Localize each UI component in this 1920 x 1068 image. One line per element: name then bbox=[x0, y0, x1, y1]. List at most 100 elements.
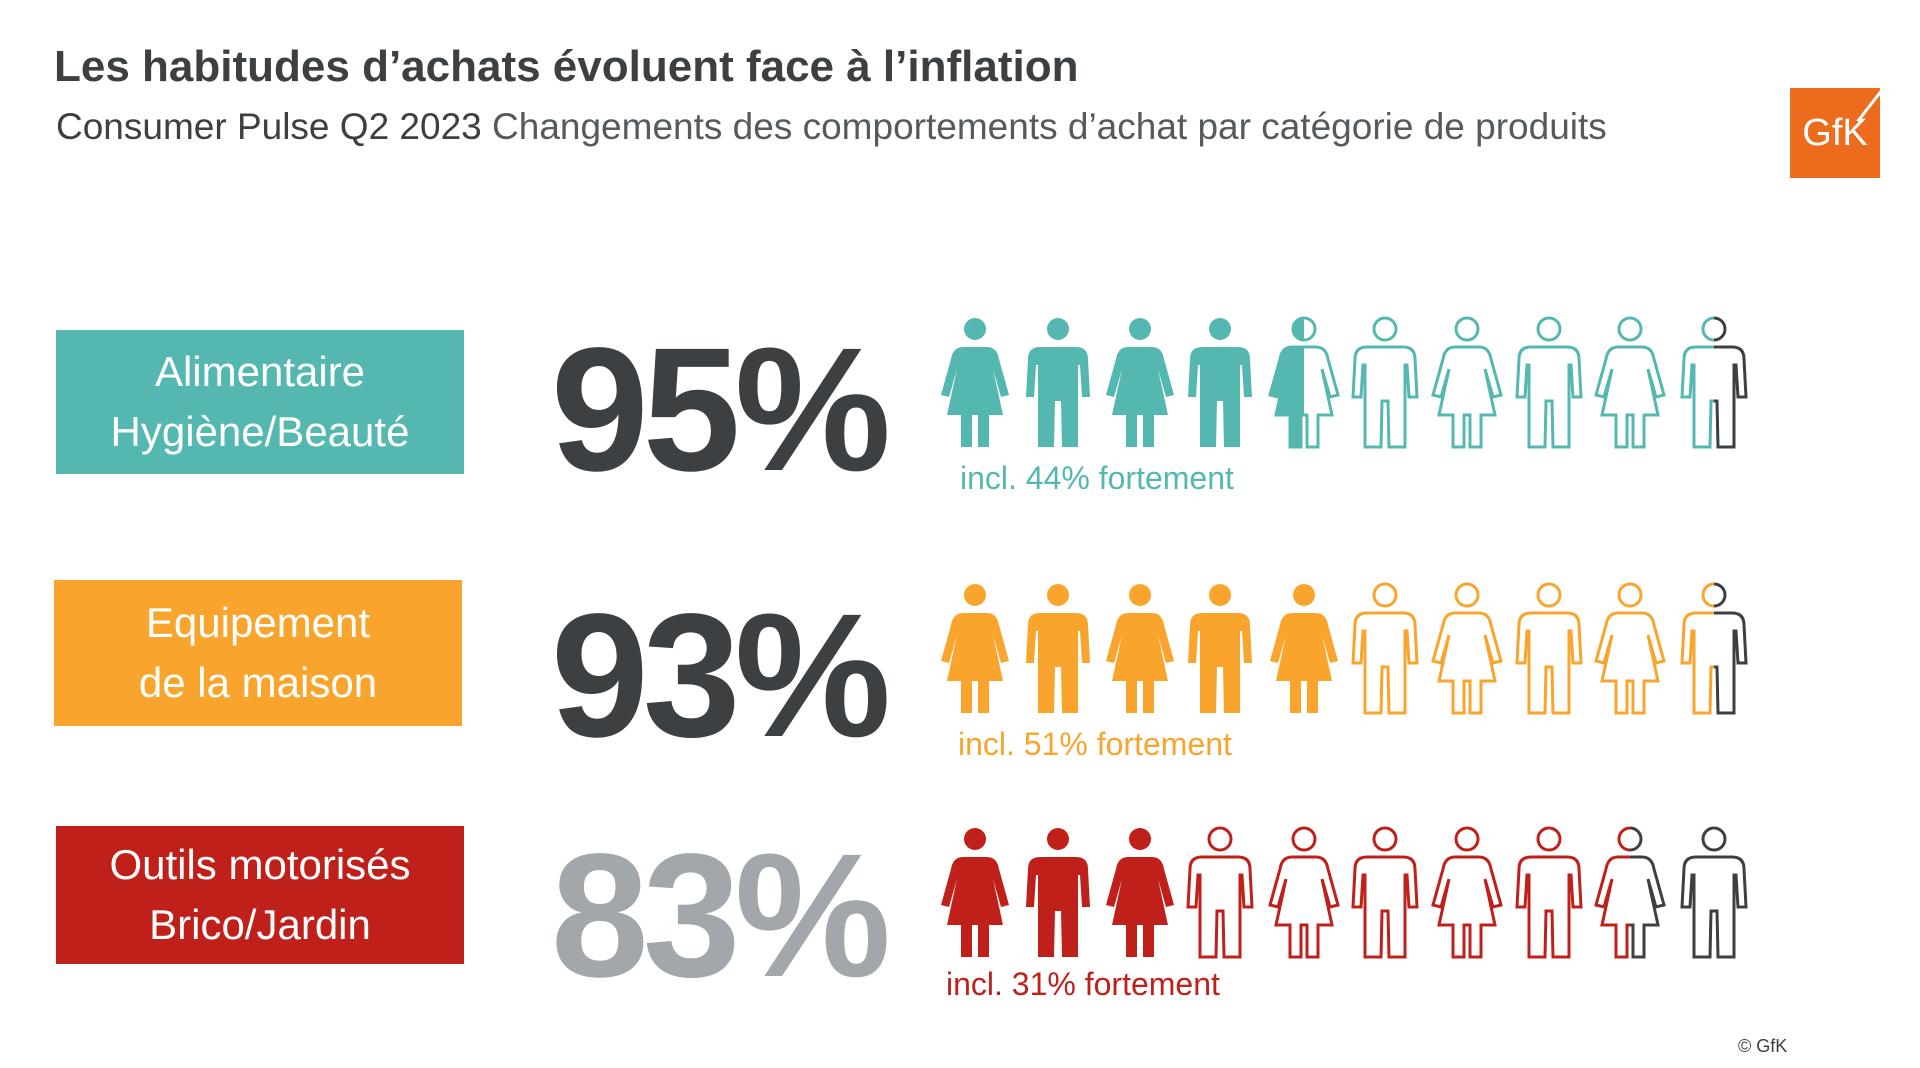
person-icon-row2-8-head bbox=[1536, 582, 1562, 608]
category-box-1: Alimentaire Hygiène/Beauté bbox=[56, 330, 464, 474]
person-icon-row2-2 bbox=[1026, 584, 1090, 713]
person-icon-row1-6-body bbox=[1351, 345, 1419, 449]
person-icon-row1-5-filled-half bbox=[1270, 318, 1304, 447]
person-icon-row3-8-head bbox=[1536, 826, 1562, 852]
person-icon-row1-1 bbox=[941, 318, 1009, 447]
person-icon-row2-5-body bbox=[1270, 613, 1338, 713]
person-icon-row2-10-half bbox=[1714, 582, 1748, 715]
incl-label-1: incl. 44% fortement bbox=[960, 460, 1234, 496]
person-icon-row3-4-body bbox=[1186, 855, 1254, 959]
person-icon-row3-5-head bbox=[1291, 826, 1317, 852]
person-icon-row1-2 bbox=[1026, 318, 1090, 447]
person-icon-row3-3-body bbox=[1106, 857, 1174, 957]
person-icon-row1-7-body bbox=[1431, 345, 1503, 449]
person-icon-row3-10 bbox=[1680, 826, 1748, 959]
category-3-line-1: Outils motorisés bbox=[109, 841, 411, 888]
category-1-line-1: Alimentaire bbox=[154, 348, 366, 395]
person-icon-row3-6-body bbox=[1351, 855, 1419, 959]
person-icon-row1-10-half bbox=[1714, 316, 1748, 449]
person-icon-row2-1-body bbox=[941, 613, 1009, 713]
person-icon-row3-6 bbox=[1351, 826, 1419, 959]
person-icon-row2-10-body bbox=[1680, 611, 1714, 715]
person-icon-row2-9 bbox=[1594, 582, 1666, 715]
person-icon-row3-1-body bbox=[941, 857, 1009, 957]
person-icon-row1-5 bbox=[1268, 316, 1340, 449]
person-icon-row3-9 bbox=[1594, 826, 1666, 959]
category-box-2: Equipement de la maison bbox=[54, 580, 462, 726]
person-icon-row1-4-body bbox=[1188, 347, 1252, 447]
person-icon-row3-5 bbox=[1268, 826, 1340, 959]
person-icon-row2-7-head bbox=[1454, 582, 1480, 608]
person-icon-row2-10 bbox=[1680, 582, 1748, 715]
person-icon-row3-3 bbox=[1106, 828, 1174, 957]
person-icon-row3-1 bbox=[941, 828, 1009, 957]
person-icon-row1-6 bbox=[1351, 316, 1419, 449]
person-icon-row3-3-head bbox=[1129, 828, 1151, 850]
person-icon-row2-6-body bbox=[1351, 611, 1419, 715]
person-icon-row1-3-body bbox=[1106, 347, 1174, 447]
person-icon-row2-9-body bbox=[1594, 611, 1666, 715]
person-icon-row3-9-body bbox=[1630, 855, 1666, 959]
person-icon-row1-10-head bbox=[1714, 316, 1727, 342]
person-icon-row3-8 bbox=[1515, 826, 1583, 959]
percentage-2: 93% bbox=[550, 578, 891, 774]
person-icon-row3-7 bbox=[1431, 826, 1503, 959]
person-icon-row2-2-head bbox=[1047, 584, 1069, 606]
person-icon-row3-1-head bbox=[964, 828, 986, 850]
person-icon-row2-9-head bbox=[1617, 582, 1643, 608]
person-icon-row2-3-head bbox=[1129, 584, 1151, 606]
person-icon-row1-9-head bbox=[1617, 316, 1643, 342]
person-icon-row1-10-body bbox=[1714, 345, 1748, 449]
person-icon-row3-10-body bbox=[1680, 855, 1748, 959]
person-icon-row2-8 bbox=[1515, 582, 1583, 715]
person-icon-row1-8 bbox=[1515, 316, 1583, 449]
person-icon-row3-9-head bbox=[1630, 826, 1643, 852]
category-2-line-1: Equipement bbox=[145, 599, 371, 646]
subtitle-description: Changements des comportements d’achat pa… bbox=[481, 106, 1607, 147]
person-icon-row3-4-head bbox=[1207, 826, 1233, 852]
person-icon-row2-10-half bbox=[1680, 582, 1714, 715]
person-icon-row1-4 bbox=[1188, 318, 1252, 447]
percentage-3: 83% bbox=[550, 818, 891, 1014]
person-icon-row3-6-head bbox=[1372, 826, 1398, 852]
gfk-logo: GfK bbox=[1790, 88, 1880, 178]
person-icon-row3-9-half bbox=[1630, 826, 1666, 959]
category-2-line-2: de la maison bbox=[138, 659, 378, 706]
person-icon-row3-7-head bbox=[1454, 826, 1480, 852]
person-icon-row2-3-body bbox=[1106, 613, 1174, 713]
person-icon-row3-7-body bbox=[1431, 855, 1503, 959]
person-icon-row3-9-head bbox=[1617, 826, 1630, 852]
person-icon-row1-1-head bbox=[964, 318, 986, 340]
person-icon-row1-4-head bbox=[1209, 318, 1231, 340]
person-icon-row1-5-body bbox=[1270, 347, 1304, 447]
person-icon-row1-8-head bbox=[1536, 316, 1562, 342]
person-icon-row1-2-body bbox=[1026, 347, 1090, 447]
person-icon-row2-4 bbox=[1188, 584, 1252, 713]
person-icon-row2-7-body bbox=[1431, 611, 1503, 715]
person-icon-row1-1-body bbox=[941, 347, 1009, 447]
person-icon-row3-4 bbox=[1186, 826, 1254, 959]
person-icon-row2-5-head bbox=[1293, 584, 1315, 606]
person-icon-row3-5-body bbox=[1268, 855, 1340, 959]
incl-label-3: incl. 31% fortement bbox=[946, 966, 1220, 1002]
person-icon-row2-10-body bbox=[1714, 611, 1748, 715]
person-icon-row2-3 bbox=[1106, 584, 1174, 713]
percentage-1: 95% bbox=[550, 312, 891, 508]
person-icon-row2-6-head bbox=[1372, 582, 1398, 608]
person-icon-row3-2-body bbox=[1026, 857, 1090, 957]
person-icon-row1-10 bbox=[1680, 316, 1748, 449]
person-icon-row3-8-body bbox=[1515, 855, 1583, 959]
person-icon-row2-1-head bbox=[964, 584, 986, 606]
person-icon-row1-7 bbox=[1431, 316, 1503, 449]
person-icon-row3-2-head bbox=[1047, 828, 1069, 850]
person-icon-row1-9-body bbox=[1594, 345, 1666, 449]
person-icon-row3-10-head bbox=[1701, 826, 1727, 852]
person-icon-row2-4-body bbox=[1188, 613, 1252, 713]
category-3-line-2: Brico/Jardin bbox=[149, 901, 371, 948]
person-icon-row2-8-body bbox=[1515, 611, 1583, 715]
person-icon-row1-10-head bbox=[1701, 316, 1714, 342]
person-icon-row2-10-head bbox=[1701, 582, 1714, 608]
subtitle-study-name: Consumer Pulse Q2 2023 bbox=[56, 106, 482, 147]
person-icon-row3-2 bbox=[1026, 828, 1090, 957]
